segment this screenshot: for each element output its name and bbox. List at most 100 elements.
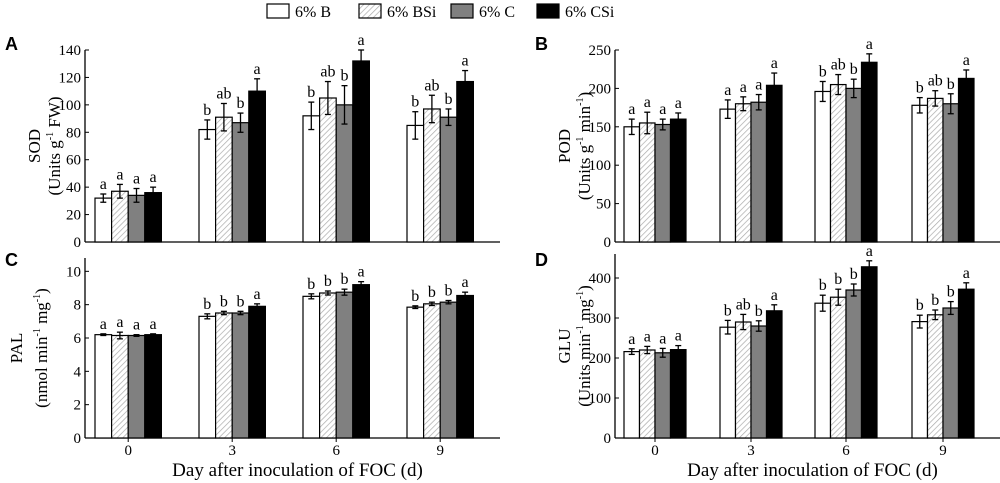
label-segment: min bbox=[575, 105, 594, 136]
error-bar bbox=[675, 344, 682, 355]
bar bbox=[957, 77, 975, 243]
x-tick-label: 9 bbox=[939, 443, 947, 459]
label-segment: FW) bbox=[45, 96, 64, 131]
bar bbox=[860, 61, 878, 243]
y-axis-units: (Units min-1 mg-1) bbox=[575, 285, 594, 407]
error-bar bbox=[850, 78, 857, 99]
bar bbox=[623, 126, 641, 243]
bar bbox=[110, 334, 129, 439]
y-tick-label: 2 bbox=[74, 398, 82, 414]
bar bbox=[423, 108, 441, 243]
significance-letter: ab bbox=[424, 77, 439, 94]
error-bar bbox=[445, 299, 452, 305]
label-segment: ) bbox=[575, 285, 594, 291]
significance-letter: a bbox=[755, 77, 762, 94]
error-bar bbox=[644, 111, 651, 135]
error-bar bbox=[916, 96, 923, 114]
significance-letter: a bbox=[628, 331, 635, 348]
bar bbox=[814, 302, 832, 439]
error-bar bbox=[100, 193, 107, 203]
y-tick-label: 60 bbox=[66, 153, 81, 169]
error-bar bbox=[866, 260, 873, 274]
error-bar bbox=[445, 108, 452, 127]
y-tick-label: 8 bbox=[74, 298, 82, 314]
y-tick-label: 10 bbox=[66, 264, 81, 280]
bar bbox=[335, 104, 354, 243]
error-bar bbox=[740, 96, 747, 112]
error-bar bbox=[254, 303, 261, 310]
y-tick-label: 4 bbox=[74, 364, 82, 380]
x-axis-title: Day after inoculation of FOC (d) bbox=[687, 460, 938, 481]
bar bbox=[957, 288, 975, 439]
superscript: -1 bbox=[45, 132, 56, 140]
label-segment: (Units min bbox=[575, 333, 594, 407]
bar bbox=[94, 334, 113, 439]
legend-label: 6% B bbox=[295, 4, 331, 21]
panel-label: B bbox=[535, 34, 548, 54]
legend-label: 6% BSi bbox=[387, 4, 437, 21]
error-bar bbox=[947, 93, 954, 115]
x-tick-label: 0 bbox=[124, 443, 132, 459]
y-tick-label: 400 bbox=[589, 271, 612, 287]
error-bar bbox=[724, 99, 731, 120]
significance-letter: ab bbox=[736, 296, 751, 313]
bar bbox=[734, 321, 752, 439]
x-tick-label: 6 bbox=[842, 443, 850, 459]
bar bbox=[215, 116, 233, 243]
significance-letter: b bbox=[755, 303, 763, 320]
significance-letter: a bbox=[963, 52, 970, 69]
significance-letter: a bbox=[771, 287, 778, 304]
error-bar bbox=[116, 331, 123, 340]
bar bbox=[110, 190, 129, 243]
error-bar bbox=[675, 112, 682, 126]
significance-letter: b bbox=[411, 288, 419, 305]
significance-letter: a bbox=[659, 101, 666, 118]
significance-letter: a bbox=[254, 61, 261, 78]
bar bbox=[94, 197, 113, 243]
x-tick-label: 6 bbox=[332, 443, 340, 459]
y-tick-label: 250 bbox=[589, 43, 612, 59]
bar bbox=[231, 312, 250, 439]
significance-letter: a bbox=[358, 32, 365, 49]
bar bbox=[335, 291, 354, 439]
bar bbox=[423, 303, 441, 439]
error-bar bbox=[341, 85, 348, 125]
significance-letter: b bbox=[307, 276, 315, 293]
error-bar bbox=[220, 102, 227, 132]
legend-swatch bbox=[536, 3, 560, 19]
error-bar bbox=[150, 186, 157, 199]
significance-letter: a bbox=[644, 94, 651, 111]
significance-letter: a bbox=[628, 101, 635, 118]
error-bar bbox=[254, 78, 261, 105]
bar bbox=[719, 108, 737, 243]
bar bbox=[623, 351, 641, 439]
significance-letter: a bbox=[358, 264, 365, 281]
bar bbox=[319, 292, 337, 439]
error-bar bbox=[237, 112, 244, 133]
significance-letter: a bbox=[675, 328, 682, 345]
y-tick-label: 40 bbox=[66, 180, 81, 196]
x-tick-label: 0 bbox=[651, 443, 659, 459]
significance-letter: b bbox=[307, 84, 315, 101]
bar bbox=[926, 314, 944, 439]
superscript: -1 bbox=[575, 137, 586, 145]
error-bar bbox=[462, 69, 469, 94]
superscript: -1 bbox=[575, 325, 586, 333]
legend-label: 6% C bbox=[479, 4, 515, 21]
error-bar bbox=[100, 333, 107, 337]
label-segment: ) bbox=[575, 92, 594, 98]
significance-letter: a bbox=[100, 176, 107, 193]
y-axis-units: (nmol min-1 mg-1) bbox=[32, 288, 51, 408]
significance-letter: b bbox=[411, 94, 419, 111]
error-bar bbox=[755, 93, 762, 111]
significance-letter: b bbox=[850, 61, 858, 78]
panel-label: D bbox=[535, 250, 548, 270]
significance-letter: b bbox=[203, 296, 211, 313]
significance-letter: a bbox=[740, 79, 747, 96]
error-bar bbox=[932, 309, 939, 321]
significance-letter: b bbox=[428, 284, 436, 301]
bar bbox=[456, 80, 474, 243]
